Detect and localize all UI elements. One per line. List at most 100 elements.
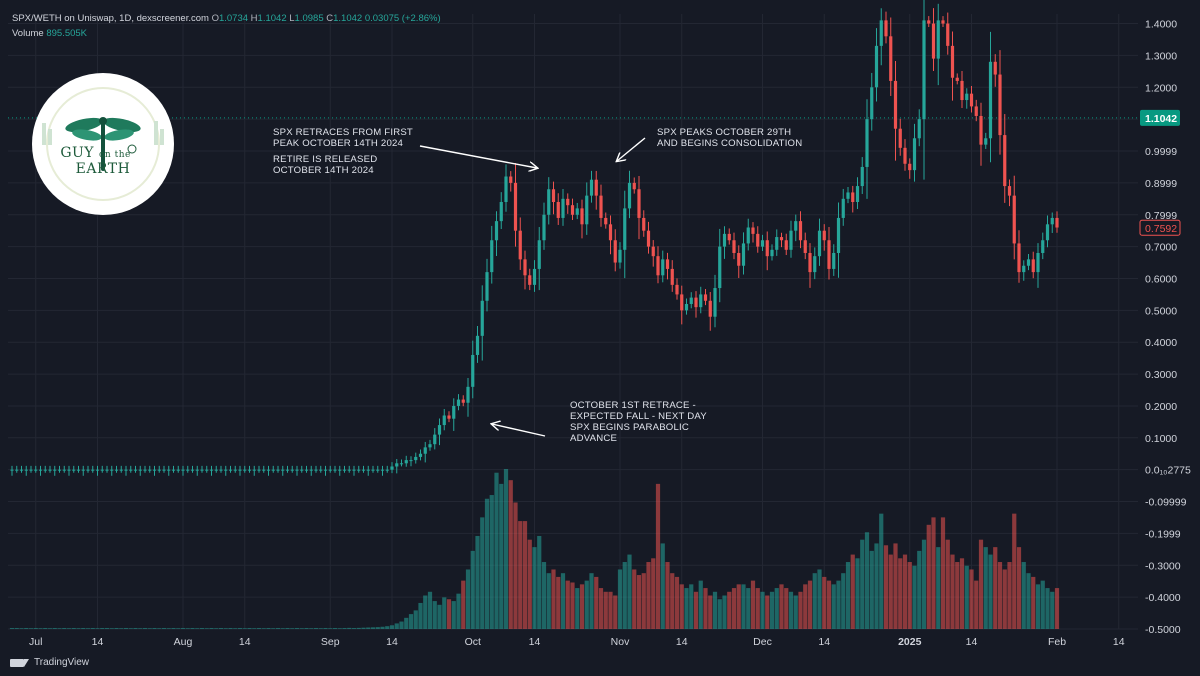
volume-bar xyxy=(689,584,694,629)
candle-body xyxy=(494,221,499,241)
candle-body xyxy=(328,469,332,471)
candle-body xyxy=(295,469,299,471)
volume-bar xyxy=(228,628,233,629)
volume-bar xyxy=(855,558,860,629)
volume-bar xyxy=(736,584,741,629)
volume-bar xyxy=(883,545,889,629)
candle-body xyxy=(190,469,195,471)
candle-body xyxy=(152,469,157,471)
candle-body xyxy=(1026,259,1031,266)
candle-body xyxy=(390,466,394,470)
volume-bar xyxy=(90,628,95,629)
candle-body xyxy=(547,189,551,215)
volume-bar xyxy=(969,569,974,629)
volume-bar xyxy=(309,628,314,629)
y-tick-label: -0.3000 xyxy=(1145,560,1181,572)
chart-legend: SPX/WETH on Uniswap, 1D, dexscreener.com… xyxy=(12,11,441,41)
candle-body xyxy=(133,469,138,471)
candle-body xyxy=(613,240,617,263)
y-tick-label: -0.09999 xyxy=(1145,497,1187,509)
x-tick-label: 14 xyxy=(818,636,830,648)
time-axis[interactable]: Jul 14 Aug 14 Sep 14 Oct 14 Nov 14 Dec 14 2025 14 Feb 1… xyxy=(29,636,1125,648)
volume-bar xyxy=(304,628,309,629)
candle-body xyxy=(285,469,290,471)
candle-body xyxy=(195,469,199,471)
volume-bar xyxy=(24,628,29,629)
volume-bar xyxy=(670,573,675,629)
candle-body xyxy=(404,460,408,464)
x-tick-label: Oct xyxy=(465,636,481,648)
open-label: O xyxy=(211,13,219,24)
candle-body xyxy=(342,469,347,471)
annotation-line: PEAK OCTOBER 14TH 2024 xyxy=(273,138,404,149)
tradingview-branding[interactable]: TradingView xyxy=(10,657,89,668)
candle-body xyxy=(186,469,190,471)
candle-body xyxy=(661,259,665,276)
annotation-retire-released: RETIRE IS RELEASED OCTOBER 14TH 2024 xyxy=(273,154,377,176)
volume-bar xyxy=(147,628,152,629)
volume-bar xyxy=(1002,569,1007,629)
volume-bar xyxy=(261,628,266,629)
open-value: 1.0734 xyxy=(218,13,249,24)
volume-bar xyxy=(470,550,475,629)
candle-body xyxy=(760,240,765,247)
candle-body xyxy=(138,469,142,471)
candle-body xyxy=(523,259,527,276)
volume-bar xyxy=(955,562,960,629)
volume-bar xyxy=(936,547,941,629)
candle-body xyxy=(91,469,95,471)
volume-bar xyxy=(242,628,247,629)
candle-body xyxy=(409,460,413,462)
volume-bar xyxy=(484,498,490,629)
candle-body xyxy=(542,214,546,241)
candle-body xyxy=(528,275,532,285)
volume-bar xyxy=(988,554,993,629)
volume-bar xyxy=(537,535,542,629)
volume-bar xyxy=(413,610,418,629)
candle-body xyxy=(1017,243,1021,273)
candle-body xyxy=(960,80,964,101)
annotation-oct1-retrace: OCTOBER 1ST RETRACE - EXPECTED FALL - NE… xyxy=(570,400,707,444)
candle-body xyxy=(10,469,14,471)
price-axis[interactable]: 1.40001.30001.20001.10000.99990.89990.79… xyxy=(1139,19,1191,636)
candle-body xyxy=(594,179,598,196)
candle-body xyxy=(300,469,304,471)
volume-bar xyxy=(323,628,328,629)
volume-bar xyxy=(755,588,760,629)
volume-bar xyxy=(9,628,15,629)
volume-bar xyxy=(1035,584,1041,629)
volume-bar xyxy=(252,628,257,629)
candle-body xyxy=(680,294,684,311)
candle-body xyxy=(224,469,228,471)
volume-bar xyxy=(931,517,936,629)
candle-body xyxy=(319,469,323,471)
volume-bar xyxy=(104,628,110,629)
volume-bar xyxy=(674,576,680,629)
chart-grid xyxy=(8,14,1138,630)
candle-body xyxy=(746,227,750,244)
volume-bar xyxy=(442,597,447,629)
volume-bar xyxy=(328,628,333,629)
volume-bar xyxy=(19,628,24,629)
volume-bar xyxy=(432,601,437,629)
volume-bar xyxy=(375,627,380,629)
volume-bar xyxy=(522,521,528,629)
candle-body xyxy=(1045,224,1050,241)
volume-bar xyxy=(1045,588,1050,629)
candle-body xyxy=(575,208,579,215)
candle-body xyxy=(228,469,233,471)
volume-bar xyxy=(627,554,632,629)
candle-body xyxy=(703,294,708,301)
volume-bar xyxy=(356,627,361,629)
candle-body xyxy=(243,469,247,471)
volume-label: Volume xyxy=(12,28,44,39)
candle-body xyxy=(756,233,760,247)
annotation-peak-oct29: SPX PEAKS OCTOBER 29TH AND BEGINS CONSOL… xyxy=(657,127,802,149)
candle-body xyxy=(480,300,484,336)
volume-bar xyxy=(290,628,295,629)
candle-body xyxy=(81,469,85,471)
volume-bar xyxy=(142,628,148,629)
candle-body xyxy=(632,182,636,190)
volume-bar xyxy=(52,628,57,629)
